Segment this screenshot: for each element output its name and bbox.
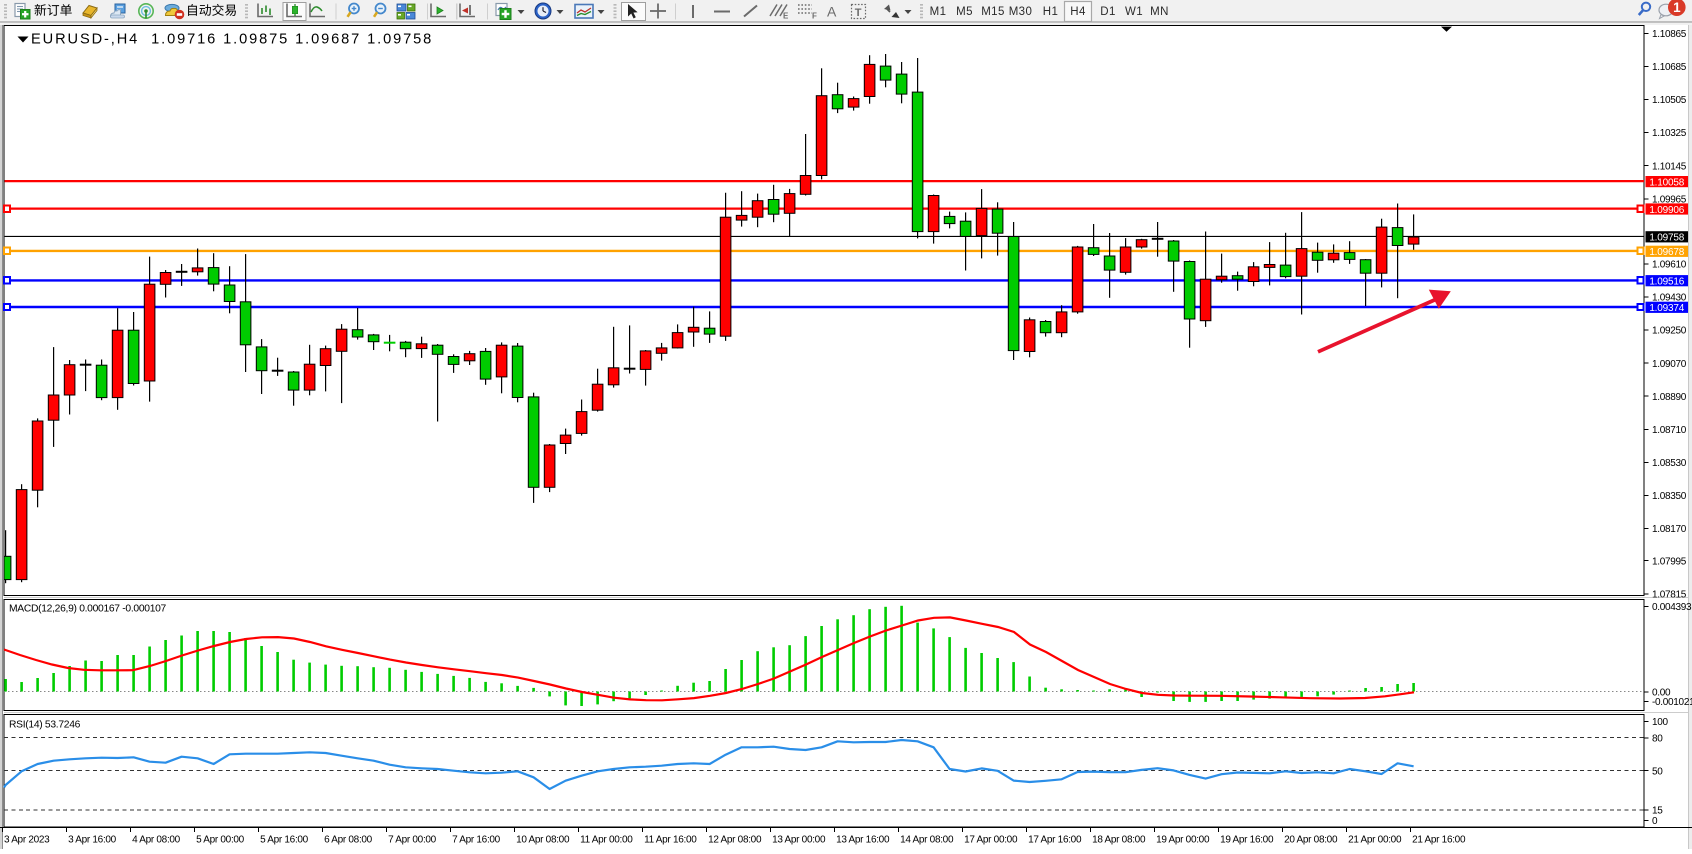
svg-text:50: 50 (1652, 766, 1663, 777)
svg-text:F: F (812, 12, 817, 21)
svg-text:E: E (783, 12, 789, 21)
svg-text:1.09070: 1.09070 (1652, 359, 1687, 370)
svg-text:1.10058: 1.10058 (1649, 177, 1684, 188)
svg-text:1.09516: 1.09516 (1649, 277, 1684, 288)
svg-text:10 Apr 08:00: 10 Apr 08:00 (516, 835, 570, 846)
svg-text:1.09250: 1.09250 (1652, 326, 1687, 337)
svg-text:11 Apr 00:00: 11 Apr 00:00 (580, 835, 633, 846)
svg-text:D1: D1 (1100, 6, 1116, 18)
svg-text:1.10505: 1.10505 (1652, 95, 1687, 106)
svg-text:19 Apr 00:00: 19 Apr 00:00 (1156, 835, 1210, 846)
svg-text:EURUSD-,H4 1.09716 1.09875 1.: EURUSD-,H4 1.09716 1.09875 1.09687 1.097… (31, 32, 433, 48)
svg-text:21 Apr 16:00: 21 Apr 16:00 (1412, 835, 1466, 846)
svg-text:1.08890: 1.08890 (1652, 392, 1687, 403)
svg-text:A: A (827, 4, 837, 20)
svg-text:3 Apr 16:00: 3 Apr 16:00 (68, 835, 117, 846)
svg-text:18 Apr 08:00: 18 Apr 08:00 (1092, 835, 1146, 846)
svg-text:7 Apr 00:00: 7 Apr 00:00 (388, 835, 437, 846)
svg-text:17 Apr 16:00: 17 Apr 16:00 (1028, 835, 1082, 846)
svg-text:13 Apr 00:00: 13 Apr 00:00 (772, 835, 826, 846)
svg-text:1.09678: 1.09678 (1649, 247, 1684, 258)
svg-text:1.07815: 1.07815 (1652, 589, 1687, 600)
svg-text:21 Apr 00:00: 21 Apr 00:00 (1348, 835, 1402, 846)
svg-text:15: 15 (1652, 806, 1663, 817)
svg-text:1.10685: 1.10685 (1652, 62, 1687, 73)
svg-text:T: T (855, 7, 862, 19)
svg-text:12 Apr 08:00: 12 Apr 08:00 (708, 835, 762, 846)
svg-text:0.004393: 0.004393 (1652, 602, 1692, 613)
svg-text:1.08530: 1.08530 (1652, 458, 1687, 469)
svg-text:7 Apr 16:00: 7 Apr 16:00 (452, 835, 501, 846)
svg-text:11 Apr 16:00: 11 Apr 16:00 (644, 835, 697, 846)
svg-text:1: 1 (1673, 0, 1681, 15)
svg-text:M1: M1 (930, 6, 947, 18)
svg-text:5 Apr 00:00: 5 Apr 00:00 (196, 835, 245, 846)
svg-text:1.09610: 1.09610 (1652, 260, 1687, 271)
svg-text:80: 80 (1652, 734, 1663, 745)
svg-text:100: 100 (1652, 717, 1669, 728)
svg-text:1.08350: 1.08350 (1652, 491, 1687, 502)
svg-text:MACD(12,26,9) 0.000167 -0.0001: MACD(12,26,9) 0.000167 -0.000107 (9, 604, 167, 615)
svg-text:H4: H4 (1070, 6, 1086, 18)
svg-text:5 Apr 16:00: 5 Apr 16:00 (260, 835, 309, 846)
svg-text:17 Apr 00:00: 17 Apr 00:00 (964, 835, 1018, 846)
svg-text:-0.001021: -0.001021 (1652, 697, 1692, 708)
svg-text:W1: W1 (1125, 6, 1143, 18)
svg-text:M5: M5 (956, 6, 973, 18)
svg-text:1.08170: 1.08170 (1652, 524, 1687, 535)
svg-text:1.07995: 1.07995 (1652, 556, 1687, 567)
svg-text:M30: M30 (1009, 6, 1033, 18)
svg-text:19 Apr 16:00: 19 Apr 16:00 (1220, 835, 1274, 846)
svg-text:4 Apr 08:00: 4 Apr 08:00 (132, 835, 181, 846)
svg-text:RSI(14) 53.7246: RSI(14) 53.7246 (9, 720, 81, 731)
svg-text:0: 0 (1652, 816, 1658, 827)
svg-text:6 Apr 08:00: 6 Apr 08:00 (324, 835, 373, 846)
svg-text:1.09758: 1.09758 (1649, 233, 1684, 244)
svg-text:20 Apr 08:00: 20 Apr 08:00 (1284, 835, 1338, 846)
svg-text:1.10145: 1.10145 (1652, 161, 1687, 172)
svg-text:1.09906: 1.09906 (1649, 205, 1684, 216)
svg-text:M15: M15 (981, 6, 1005, 18)
svg-text:1.09374: 1.09374 (1649, 303, 1684, 314)
svg-text:1.08710: 1.08710 (1652, 425, 1687, 436)
svg-text:3 Apr 2023: 3 Apr 2023 (4, 835, 50, 846)
svg-text:1.10325: 1.10325 (1652, 128, 1687, 139)
svg-text:H1: H1 (1043, 6, 1059, 18)
svg-text:14 Apr 08:00: 14 Apr 08:00 (900, 835, 954, 846)
svg-text:13 Apr 16:00: 13 Apr 16:00 (836, 835, 890, 846)
svg-text:MN: MN (1150, 6, 1169, 18)
svg-text:1.10865: 1.10865 (1652, 29, 1687, 40)
